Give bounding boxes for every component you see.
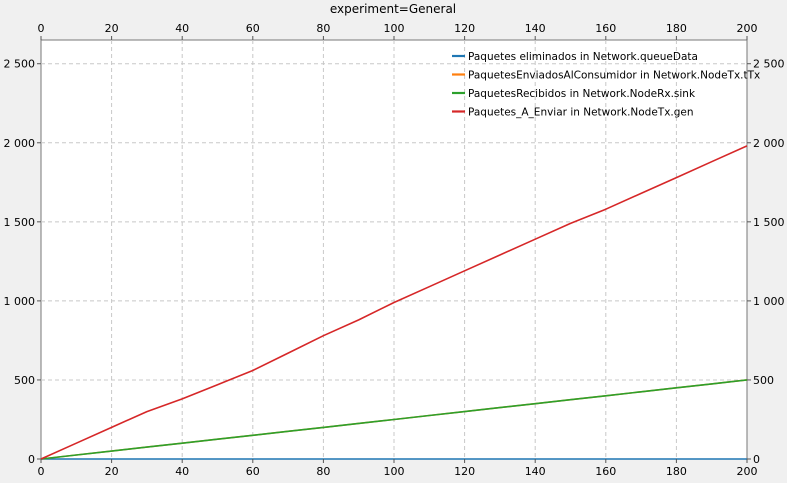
x-tick-label-bottom: 160 — [595, 465, 616, 478]
x-tick-label-bottom: 0 — [38, 465, 45, 478]
x-tick-label-top: 20 — [105, 22, 119, 35]
x-tick-label-bottom: 20 — [105, 465, 119, 478]
x-tick-label-bottom: 180 — [666, 465, 687, 478]
x-tick-label-top: 40 — [175, 22, 189, 35]
x-tick-label-top: 0 — [38, 22, 45, 35]
x-tick-label-top: 140 — [525, 22, 546, 35]
y-tick-label-right: 500 — [753, 374, 774, 387]
y-tick-label-right: 2 000 — [753, 137, 785, 150]
y-tick-label-right: 0 — [753, 453, 760, 466]
x-tick-label-top: 80 — [316, 22, 330, 35]
x-tick-label-bottom: 140 — [525, 465, 546, 478]
x-tick-label-top: 100 — [384, 22, 405, 35]
plot-area — [41, 40, 747, 459]
chart-title: experiment=General — [330, 2, 456, 16]
x-tick-label-bottom: 80 — [316, 465, 330, 478]
x-tick-label-top: 160 — [595, 22, 616, 35]
x-tick-label-bottom: 100 — [384, 465, 405, 478]
y-tick-label-left: 0 — [28, 453, 35, 466]
legend-label: Paquetes eliminados in Network.queueData — [468, 51, 698, 63]
legend-label: PaquetesRecibidos in Network.NodeRx.sink — [468, 88, 696, 100]
x-tick-label-top: 200 — [737, 22, 758, 35]
y-tick-label-left: 2 000 — [4, 137, 36, 150]
x-tick-label-top: 60 — [246, 22, 260, 35]
y-tick-label-right: 1 500 — [753, 216, 785, 229]
x-tick-label-bottom: 200 — [737, 465, 758, 478]
x-tick-label-top: 180 — [666, 22, 687, 35]
y-tick-label-left: 1 500 — [4, 216, 36, 229]
y-tick-label-left: 500 — [14, 374, 35, 387]
x-tick-label-bottom: 60 — [246, 465, 260, 478]
y-tick-label-left: 2 500 — [4, 58, 36, 71]
y-tick-label-right: 1 000 — [753, 295, 785, 308]
legend-label: PaquetesEnviadosAlConsumidor in Network.… — [468, 70, 760, 82]
x-tick-label-bottom: 40 — [175, 465, 189, 478]
x-tick-label-top: 120 — [454, 22, 475, 35]
y-tick-label-left: 1 000 — [4, 295, 36, 308]
x-tick-label-bottom: 120 — [454, 465, 475, 478]
legend-label: Paquetes_A_Enviar in Network.NodeTx.gen — [468, 107, 694, 119]
